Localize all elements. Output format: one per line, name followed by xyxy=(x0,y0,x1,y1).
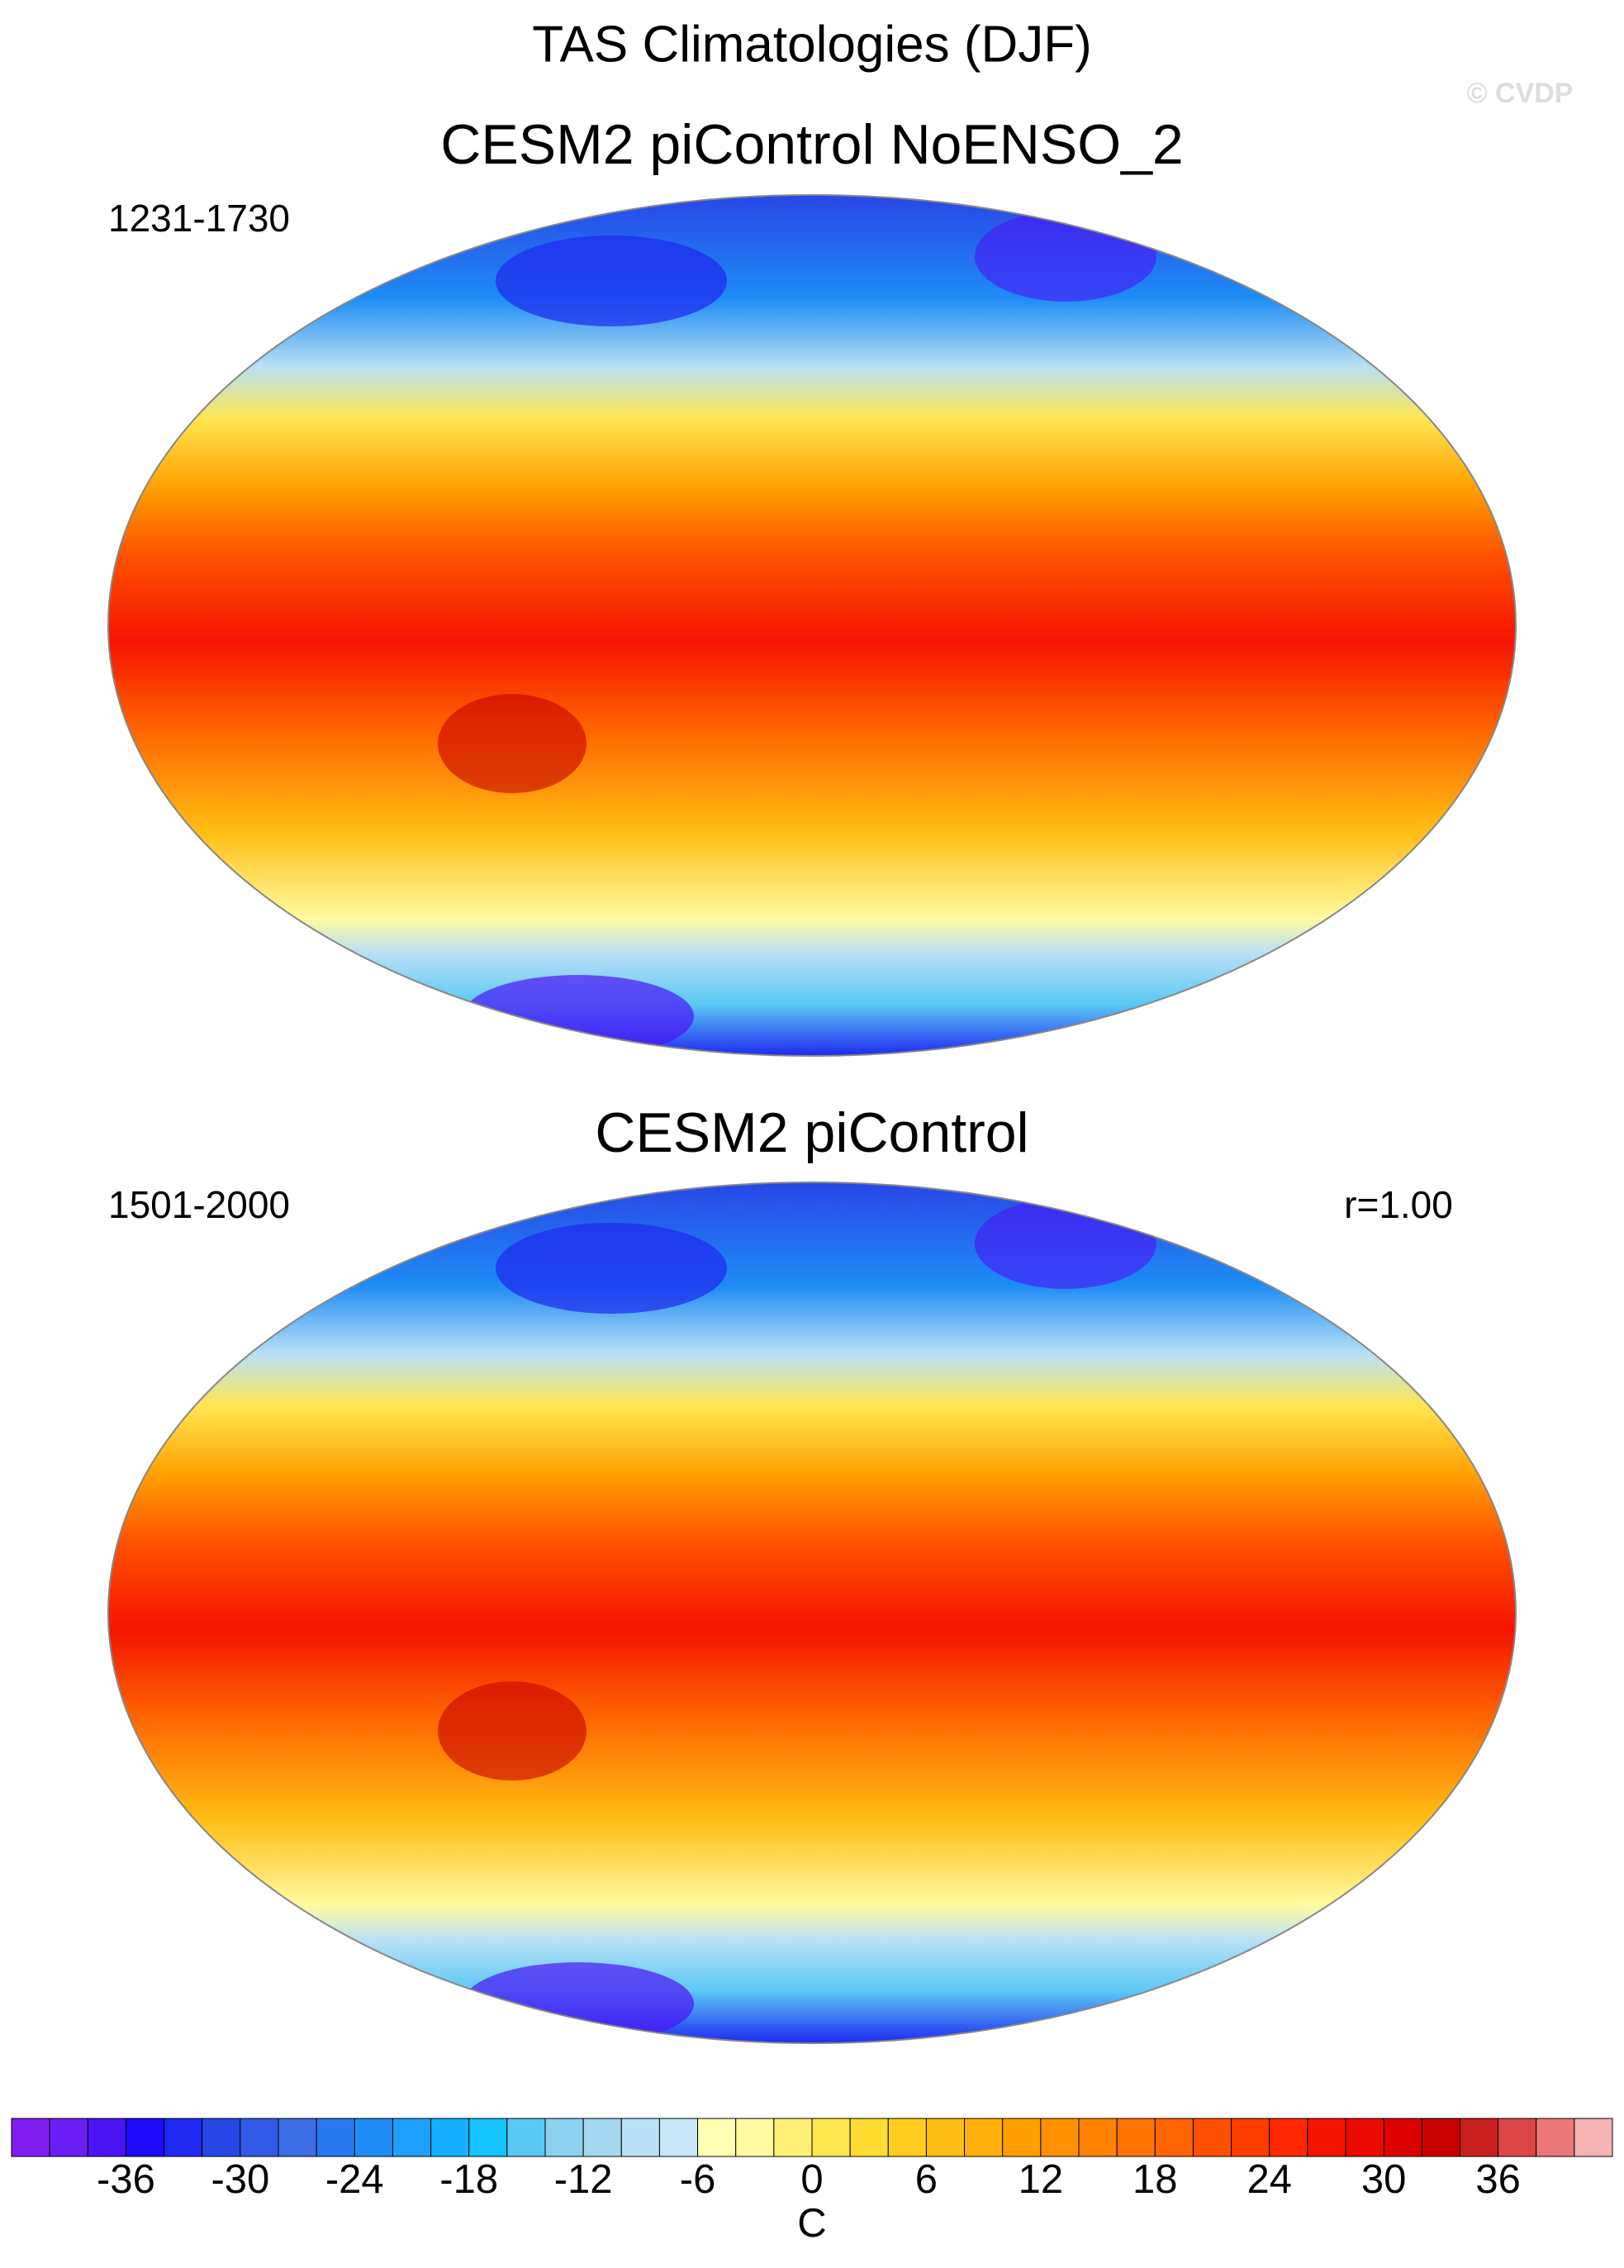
map xyxy=(108,1182,1516,2043)
colorbar-box xyxy=(1269,2118,1308,2157)
colorbar-box xyxy=(849,2118,889,2157)
colorbar-tick-label: -30 xyxy=(211,2157,269,2202)
colorbar-box xyxy=(735,2118,775,2157)
colorbar-box xyxy=(87,2118,126,2157)
colorbar-box xyxy=(1040,2118,1080,2157)
colorbar-box xyxy=(1345,2118,1384,2157)
map-outline xyxy=(107,1182,1517,2044)
colorbar-box xyxy=(240,2118,279,2157)
colorbar-tick-label: -24 xyxy=(325,2157,384,2202)
watermark: © CVDP xyxy=(1467,78,1574,109)
colorbar-tick-label: -18 xyxy=(439,2157,498,2202)
colorbar-box xyxy=(11,2118,50,2157)
colorbar-box xyxy=(202,2118,241,2157)
colorbar-box xyxy=(1574,2118,1613,2157)
colorbar-box xyxy=(887,2118,927,2157)
colorbar-box xyxy=(1498,2118,1537,2157)
colorbar-tick-label: -12 xyxy=(554,2157,613,2202)
colorbar-box xyxy=(697,2118,737,2157)
colorbar-tick-label: 12 xyxy=(1019,2157,1064,2202)
hot-region xyxy=(438,694,586,793)
colorbar-tick-label: 36 xyxy=(1475,2157,1521,2202)
cold-region xyxy=(496,1223,727,1314)
colorbar-box xyxy=(582,2118,622,2157)
colorbar-box xyxy=(620,2118,660,2157)
colorbar-box xyxy=(125,2118,165,2157)
colorbar-box xyxy=(392,2118,432,2157)
colorbar-box xyxy=(1192,2118,1232,2157)
colorbar-tick-label: 24 xyxy=(1246,2157,1292,2202)
map xyxy=(108,195,1516,1056)
colorbar-box xyxy=(1231,2118,1270,2157)
colorbar-box xyxy=(468,2118,508,2157)
panel-title: CESM2 piControl xyxy=(595,1101,1028,1164)
colorbar-tick-label: -6 xyxy=(680,2157,716,2202)
cold-region xyxy=(496,235,727,326)
field xyxy=(108,195,1516,1056)
colorbar-box xyxy=(1078,2118,1118,2157)
colorbar-box xyxy=(1536,2118,1575,2157)
colorbar-box xyxy=(49,2118,88,2157)
colorbar-tick-label: 30 xyxy=(1361,2157,1407,2202)
colorbar-box xyxy=(544,2118,584,2157)
colorbar-box xyxy=(316,2118,355,2157)
colorbar-box xyxy=(925,2118,966,2157)
colorbar-box xyxy=(773,2118,813,2157)
panel-years: 1231-1730 xyxy=(108,197,290,240)
colorbar-label: C xyxy=(797,2201,826,2246)
colorbar-box xyxy=(1421,2118,1460,2157)
hot-region xyxy=(438,1681,586,1781)
colorbar-box xyxy=(1154,2118,1194,2157)
colorbar-box xyxy=(1383,2118,1422,2157)
colorbar-box xyxy=(430,2118,470,2157)
colorbar-box xyxy=(1459,2118,1499,2157)
colorbar-box xyxy=(278,2118,317,2157)
colorbar-box xyxy=(1116,2118,1156,2157)
field xyxy=(108,1182,1516,2043)
colorbar-box xyxy=(658,2118,699,2157)
colorbar-box xyxy=(506,2118,546,2157)
colorbar-tick-label: -36 xyxy=(97,2157,155,2202)
panel-correlation: r=1.00 xyxy=(1344,1183,1453,1226)
colorbar-box xyxy=(354,2118,393,2157)
colorbar-box xyxy=(811,2118,851,2157)
colorbar-tick-label: 6 xyxy=(915,2157,938,2202)
colorbar-box xyxy=(1002,2118,1042,2157)
map-outline xyxy=(107,194,1517,1057)
title: TAS Climatologies (DJF) xyxy=(532,16,1092,73)
panel-title: CESM2 piControl NoENSO_2 xyxy=(440,113,1183,176)
panel-years: 1501-2000 xyxy=(108,1183,290,1226)
colorbar-box xyxy=(964,2118,1004,2157)
colorbar: -36 -30 -24 -18 -12 -6 0 6 12 18 24 30 36 xyxy=(11,2118,1613,2202)
colorbar-tick-label: 0 xyxy=(800,2157,823,2202)
colorbar-box xyxy=(1307,2118,1346,2157)
colorbar-tick-label: 18 xyxy=(1133,2157,1178,2202)
colorbar-box xyxy=(164,2118,203,2157)
